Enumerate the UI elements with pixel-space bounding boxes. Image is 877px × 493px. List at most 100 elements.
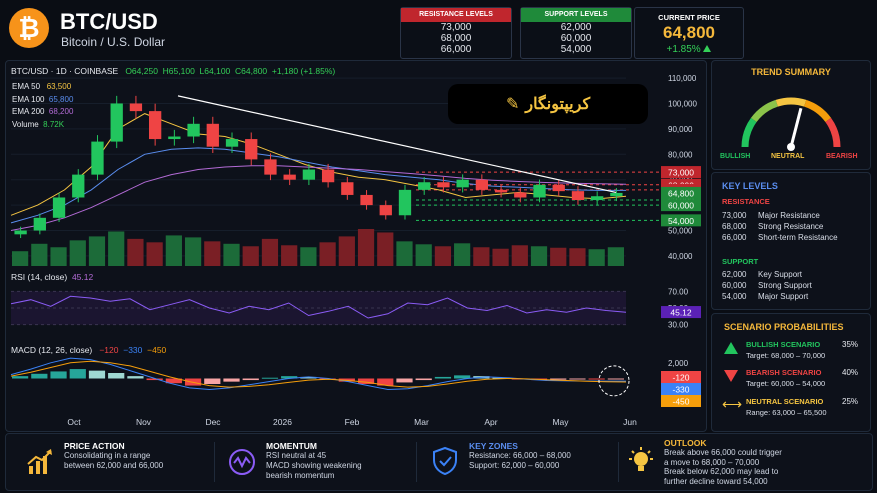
rsi-legend: RSI (14, close) 45.12 [11,272,93,282]
macd-histogram-bar [69,369,86,379]
key-zones-title: KEY ZONES [469,441,518,451]
gauge-arc-segment [741,117,757,148]
support-price-tag [661,199,701,212]
ema50-label: EMA 50 [12,82,41,91]
price-action-line: Consolidating in a range [64,451,151,460]
volume-value: 8.72K [43,119,65,129]
candle-body [264,159,277,175]
candle-body [494,189,508,193]
macd-histogram-bar [415,378,432,381]
volume-bar [12,251,29,266]
candle-body [475,179,489,190]
macd-histogram-bar [281,376,298,379]
outlook-title: OUTLOOK [664,438,707,448]
macd-histogram-bar [569,378,586,380]
chart-panel[interactable]: 110,000100,00090,00080,00070,00060,00050… [5,60,707,432]
volume-bar [300,247,317,266]
volume-bar [88,236,106,266]
gauge-arc-segment [750,99,779,123]
price-chart-svg[interactable]: 110,000100,00090,00080,00070,00060,00050… [6,61,706,431]
scenario-bullish-desc: Target: 68,000 – 70,000 [746,351,826,360]
scenario-bearish-desc: Target: 60,000 – 54,000 [746,379,826,388]
key-levels-title: KEY LEVELS [722,181,778,191]
chart-low: L64,100 [199,66,231,76]
key-levels-panel: KEY LEVELS RESISTANCE 73,000 Major Resist… [711,172,871,310]
macd-value-tag-label: -120 [672,373,689,383]
momentum-line: MACD showing weakening [266,461,362,470]
scenario-bearish-pct: 40% [842,368,859,377]
candle-body [379,205,392,216]
chart-close: C64,800 [235,66,268,76]
x-axis-tick-label: Jun [623,417,637,427]
candle-body [533,184,546,198]
momentum-line: RSI neutral at 45 [266,451,327,460]
macd-histogram-bar [607,378,624,380]
bitcoin-logo-icon: ₿ [9,8,49,48]
chart-symbol: BTC/USD · 1D · COINBASE [11,66,119,76]
macd-legend: MACD (12, 26, close) −120 −330 −450 [11,345,166,355]
support-level-1: 62,000 [560,22,592,33]
volume-bar [569,248,586,266]
divider [214,442,215,482]
key-resistance-desc: Short-term Resistance [758,233,838,242]
macd-line-value: −330 [123,345,143,355]
candle-body [456,179,469,188]
watermark-text: کریپتونگار [525,96,591,113]
divider [618,442,619,482]
volume-bar [607,247,624,266]
support-levels-header: SUPPORT LEVELS [521,8,631,22]
macd-histogram-bar [31,373,48,379]
gauge-arc-segment [775,97,807,107]
ema200-label: EMA 200 [12,107,45,116]
key-resistance-value: 66,000 [722,233,747,242]
volume-bar [127,238,144,266]
trend-gauge [741,97,841,151]
current-price-value: 64,800 [663,23,715,42]
wave-icon [229,449,255,475]
volume-bar [530,246,548,266]
key-support-value: 54,000 [722,292,747,301]
scenarios-panel: SCENARIO PROBABILITIES BULLISH SCENARIO … [711,313,871,432]
x-axis-tick-label: May [552,417,569,427]
macd-histogram-bar [242,378,259,381]
volume-bar [454,243,471,266]
candle-body [514,192,527,198]
key-resistance-row: 68,000 Strong Resistance [722,221,838,232]
macd-cross-highlight [598,365,630,397]
macd-signal-value: −450 [147,345,167,355]
outlook-line: a move to 68,000 – 70,000 [664,457,760,467]
price-y-tick-label: 100,000 [668,99,697,108]
macd-histogram-bar [550,378,567,380]
key-support-desc: Key Support [758,270,803,279]
key-zones-line: Resistance: 66,000 – 68,000 [469,451,571,460]
scenario-bullish-pct: 35% [842,340,859,349]
volume-bar [319,242,336,266]
candle-body [52,197,66,218]
arrow-down-icon [724,370,738,382]
key-resistance-value: 68,000 [722,222,747,231]
key-support-row: 60,000 Strong Support [722,280,812,291]
gauge-needle-hub [787,143,795,151]
volume-bar [550,247,567,266]
resistance-level-2: 68,000 [440,33,472,44]
chart-ohlc-legend: BTC/USD · 1D · COINBASE O64,250 H65,100 … [11,66,335,76]
bulb-icon [629,447,653,471]
volume-bar [261,238,279,266]
macd-histogram-bar [223,378,240,382]
volume-bar [415,244,432,266]
macd-histogram-bar [50,371,67,379]
x-axis-tick-label: Nov [136,417,152,427]
x-axis-tick-label: Oct [67,417,81,427]
page-subtitle: Bitcoin / U.S. Dollar [61,35,166,49]
key-support-desc: Major Support [758,292,809,301]
rsi-label: RSI (14, close) [11,272,68,282]
candle-body [591,196,604,201]
macd-value-tag [661,383,701,395]
support-price-tag-label: 54,000 [668,216,694,226]
volume-bar [588,249,605,266]
price-y-tick-label: 110,000 [668,74,697,83]
candle-body [437,182,450,188]
ema-legend: EMA 50 63,500 EMA 100 65,800 EMA 200 68,… [12,81,73,131]
candle-body [148,111,162,140]
gauge-arc-segment [803,99,832,123]
